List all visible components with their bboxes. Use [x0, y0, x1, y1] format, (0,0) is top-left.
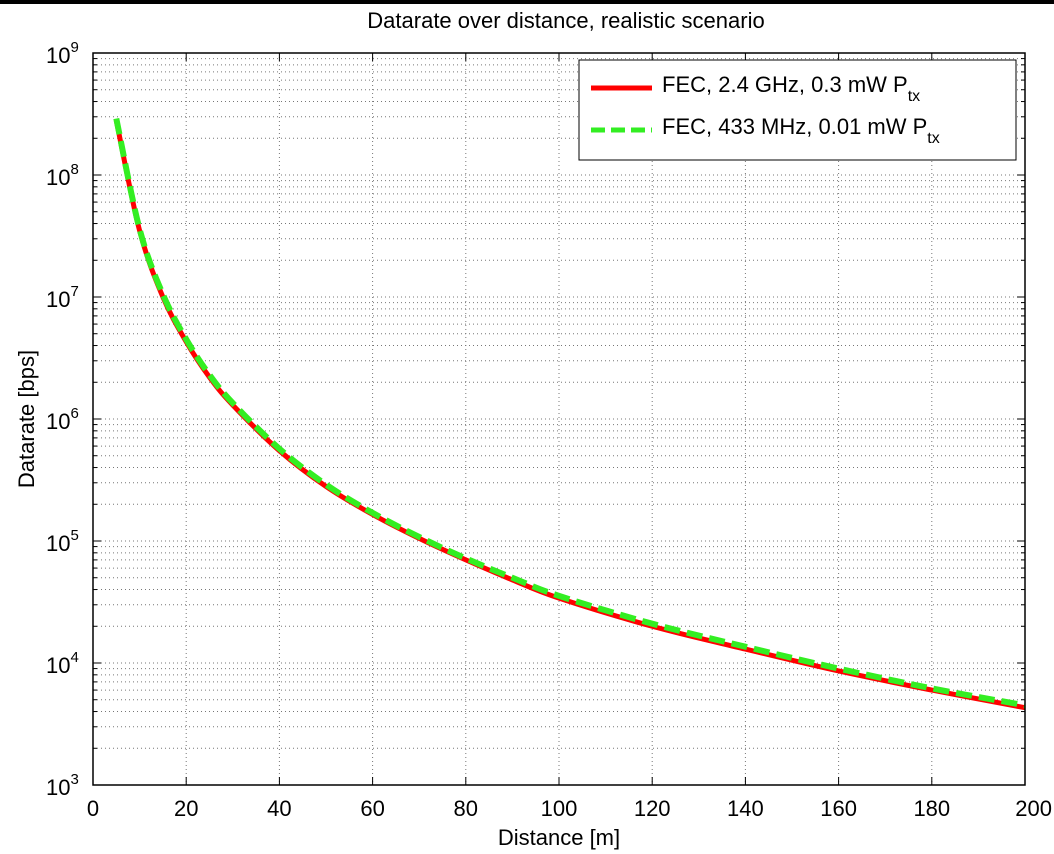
- y-tick-label-exponent: 5: [70, 527, 78, 544]
- tick-marks: [92, 52, 1026, 786]
- x-tick-label: 80: [454, 796, 478, 821]
- y-tick-label: 109: [46, 39, 79, 68]
- y-tick-label-base: 10: [46, 43, 70, 68]
- y-tick-label: 106: [46, 405, 79, 434]
- x-tick-label: 180: [913, 796, 950, 821]
- plot-lines: [113, 117, 1026, 711]
- y-tick-label-base: 10: [46, 775, 70, 800]
- x-tick-label: 200: [1015, 796, 1052, 821]
- y-tick-label-base: 10: [46, 165, 70, 190]
- legend-label-series-2-sub: tx: [927, 130, 939, 147]
- y-tick-label-exponent: 3: [70, 771, 78, 788]
- y-tick-label-exponent: 4: [70, 649, 78, 666]
- top-border: [0, 0, 1054, 4]
- x-tick-labels: 0 20 40 60 80 100 120 140 160 180 200: [87, 796, 1052, 821]
- x-tick-label: 0: [87, 796, 99, 821]
- x-axis-label: Distance [m]: [498, 825, 620, 850]
- y-tick-label-exponent: 7: [70, 283, 78, 300]
- y-tick-label-exponent: 9: [70, 39, 78, 56]
- y-tick-label-exponent: 6: [70, 405, 78, 422]
- y-tick-label: 107: [46, 283, 79, 312]
- y-tick-label: 105: [46, 527, 79, 556]
- y-tick-label-base: 10: [46, 653, 70, 678]
- y-tick-label: 104: [46, 649, 79, 678]
- grid: [93, 53, 1025, 785]
- x-tick-label: 60: [360, 796, 384, 821]
- y-tick-label: 103: [46, 771, 79, 800]
- y-axis-label: Datarate [bps]: [14, 350, 39, 488]
- y-tick-label-base: 10: [46, 531, 70, 556]
- series-line-2: [113, 117, 1026, 709]
- y-tick-label: 108: [46, 161, 79, 190]
- legend-label-series-1-sub: tx: [908, 88, 920, 105]
- x-tick-label: 120: [634, 796, 671, 821]
- x-tick-label: 100: [541, 796, 578, 821]
- legend-label-series-1: FEC, 2.4 GHz, 0.3 mW Ptx: [662, 72, 920, 105]
- y-tick-label-base: 10: [46, 287, 70, 312]
- legend: FEC, 2.4 GHz, 0.3 mW Ptx FEC, 433 MHz, 0…: [578, 59, 1017, 161]
- x-tick-label: 20: [174, 796, 198, 821]
- series-line-1: [113, 119, 1026, 711]
- y-tick-label-base: 10: [46, 409, 70, 434]
- x-tick-label: 40: [267, 796, 291, 821]
- x-tick-label: 160: [820, 796, 857, 821]
- chart-title: Datarate over distance, realistic scenar…: [367, 8, 764, 33]
- x-tick-label: 140: [727, 796, 764, 821]
- legend-label-series-2: FEC, 433 MHz, 0.01 mW Ptx: [662, 114, 940, 147]
- legend-label-series-2-main: FEC, 433 MHz, 0.01 mW P: [662, 114, 927, 139]
- legend-box: [578, 59, 1017, 161]
- legend-label-series-1-main: FEC, 2.4 GHz, 0.3 mW P: [662, 72, 908, 97]
- y-tick-label-exponent: 8: [70, 161, 78, 178]
